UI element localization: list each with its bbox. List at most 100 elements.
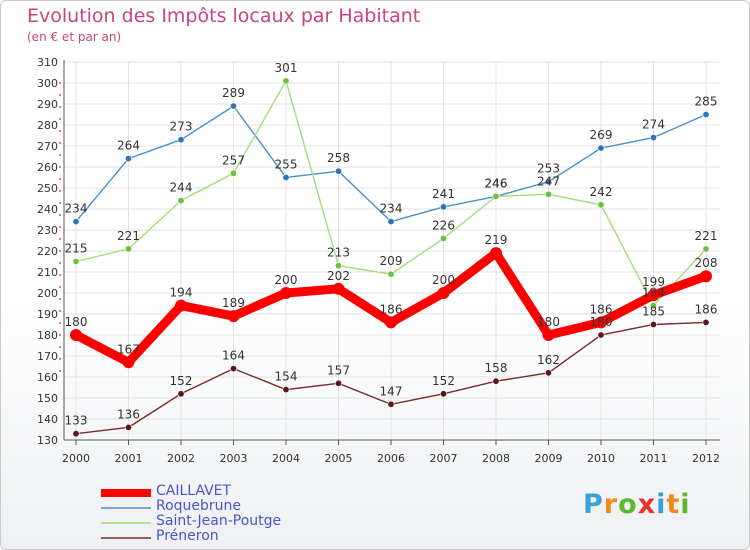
y-tick-label: 240 bbox=[37, 203, 58, 216]
data-label-saint-jean-poutge: 209 bbox=[380, 254, 403, 268]
data-point-saint-jean-poutge bbox=[387, 270, 395, 278]
chart-subtitle: (en € et par an) bbox=[27, 30, 122, 44]
y-tick-label: 160 bbox=[37, 371, 58, 384]
x-tick-label: 2007 bbox=[430, 452, 458, 465]
data-label-pr-neron: 186 bbox=[695, 302, 718, 316]
data-point-caillavet bbox=[647, 289, 660, 302]
series-layer bbox=[70, 77, 712, 438]
y-tick-label: 230 bbox=[37, 224, 58, 237]
data-label-pr-neron: 185 bbox=[642, 305, 665, 319]
data-point-saint-jean-poutge bbox=[177, 197, 185, 205]
data-label-roquebrune: 258 bbox=[327, 151, 350, 165]
data-label-roquebrune: 246 bbox=[485, 176, 508, 190]
data-point-saint-jean-poutge bbox=[544, 190, 552, 198]
data-point-caillavet bbox=[385, 316, 397, 329]
data-label-caillavet: 208 bbox=[695, 256, 718, 270]
x-tick-label: 2009 bbox=[535, 452, 563, 465]
data-label-roquebrune: 234 bbox=[65, 202, 88, 216]
data-point-pr-neron bbox=[387, 400, 395, 408]
data-label-saint-jean-poutge: 226 bbox=[432, 218, 455, 232]
legend-label-pr-neron: Préneron bbox=[156, 528, 219, 544]
data-label-saint-jean-poutge: 244 bbox=[170, 181, 193, 195]
data-point-saint-jean-poutge bbox=[125, 245, 133, 253]
x-tick-label: 2006 bbox=[377, 452, 405, 465]
x-tick-label: 2000 bbox=[62, 452, 90, 465]
y-tick-label: 190 bbox=[37, 308, 58, 321]
data-label-caillavet: 189 bbox=[222, 296, 245, 310]
data-point-saint-jean-poutge bbox=[702, 245, 710, 253]
data-point-pr-neron bbox=[597, 331, 605, 339]
data-point-pr-neron bbox=[230, 365, 238, 373]
data-point-roquebrune bbox=[544, 178, 552, 186]
data-label-caillavet: 194 bbox=[170, 286, 193, 300]
chart-title: Evolution des Impôts locaux par Habitant bbox=[27, 5, 421, 27]
data-label-pr-neron: 152 bbox=[432, 374, 455, 388]
data-label-pr-neron: 147 bbox=[380, 384, 403, 398]
data-point-caillavet bbox=[542, 329, 555, 341]
x-tick-label: 2011 bbox=[640, 452, 668, 465]
data-label-pr-neron: 136 bbox=[117, 407, 140, 421]
data-point-caillavet bbox=[280, 287, 292, 299]
data-point-roquebrune bbox=[282, 174, 290, 182]
data-label-saint-jean-poutge: 247 bbox=[537, 174, 560, 188]
data-label-roquebrune: 264 bbox=[117, 139, 140, 153]
data-label-caillavet: 186 bbox=[590, 302, 613, 316]
data-label-caillavet: 219 bbox=[485, 233, 508, 247]
y-tick-label: 130 bbox=[37, 434, 58, 447]
logo-letter: x bbox=[637, 489, 657, 520]
legend bbox=[101, 489, 151, 539]
data-label-layer: 234 264 273 289 255 258 234 241 246 253 269 274 285 2… bbox=[65, 61, 718, 428]
data-point-pr-neron bbox=[72, 430, 80, 438]
y-tick-label: 140 bbox=[37, 413, 58, 426]
data-point-roquebrune bbox=[230, 102, 238, 110]
x-tick-label: 2003 bbox=[220, 452, 248, 465]
logo-letter: t bbox=[666, 489, 681, 520]
data-point-caillavet bbox=[70, 329, 82, 341]
legend-label-saint-jean-poutge: Saint-Jean-Poutge bbox=[156, 513, 282, 529]
data-point-saint-jean-poutge bbox=[597, 201, 605, 209]
data-point-pr-neron bbox=[282, 386, 290, 394]
data-label-caillavet: 186 bbox=[380, 302, 403, 316]
y-tick-label: 170 bbox=[37, 350, 58, 363]
data-label-roquebrune: 269 bbox=[590, 128, 613, 142]
y-tick-label: 180 bbox=[37, 329, 58, 342]
data-label-pr-neron: 158 bbox=[485, 361, 508, 375]
x-tick-label: 2001 bbox=[115, 452, 143, 465]
x-tick-label: 2002 bbox=[167, 452, 195, 465]
data-point-roquebrune bbox=[649, 134, 657, 142]
data-point-saint-jean-poutge bbox=[282, 77, 290, 85]
data-label-caillavet: 200 bbox=[275, 273, 298, 287]
data-point-saint-jean-poutge bbox=[230, 169, 238, 177]
data-label-saint-jean-poutge: 221 bbox=[117, 229, 140, 243]
data-label-pr-neron: 152 bbox=[170, 374, 193, 388]
data-label-caillavet: 167 bbox=[117, 342, 140, 356]
data-point-pr-neron bbox=[492, 377, 500, 385]
data-label-roquebrune: 285 bbox=[695, 95, 718, 109]
data-point-saint-jean-poutge bbox=[439, 234, 447, 242]
data-label-saint-jean-poutge: 221 bbox=[695, 229, 718, 243]
data-label-roquebrune: 255 bbox=[275, 158, 298, 172]
data-point-caillavet bbox=[332, 282, 345, 295]
data-point-caillavet bbox=[700, 270, 712, 283]
axis-layer: 130 140 150 160 170 180 190 200 210 220 230 240 250 2… bbox=[37, 56, 720, 465]
legend-label-roquebrune: Roquebrune bbox=[156, 498, 242, 514]
y-tick-label: 220 bbox=[37, 245, 58, 258]
data-label-roquebrune: 234 bbox=[380, 202, 403, 216]
data-point-caillavet bbox=[227, 310, 240, 323]
data-label-pr-neron: 154 bbox=[275, 370, 298, 384]
x-tick-label: 2008 bbox=[482, 452, 510, 465]
data-label-saint-jean-poutge: 194 bbox=[642, 286, 665, 300]
data-point-roquebrune bbox=[439, 203, 447, 211]
data-point-roquebrune bbox=[387, 218, 395, 226]
data-label-pr-neron: 157 bbox=[327, 363, 350, 377]
data-label-roquebrune: 274 bbox=[642, 118, 665, 132]
data-label-pr-neron: 180 bbox=[590, 315, 613, 329]
data-point-pr-neron bbox=[702, 318, 710, 326]
data-point-pr-neron bbox=[334, 379, 342, 387]
data-point-roquebrune bbox=[702, 111, 710, 119]
data-point-saint-jean-poutge bbox=[72, 257, 80, 265]
y-tick-label: 210 bbox=[37, 266, 58, 279]
data-label-saint-jean-poutge: 215 bbox=[65, 242, 88, 256]
